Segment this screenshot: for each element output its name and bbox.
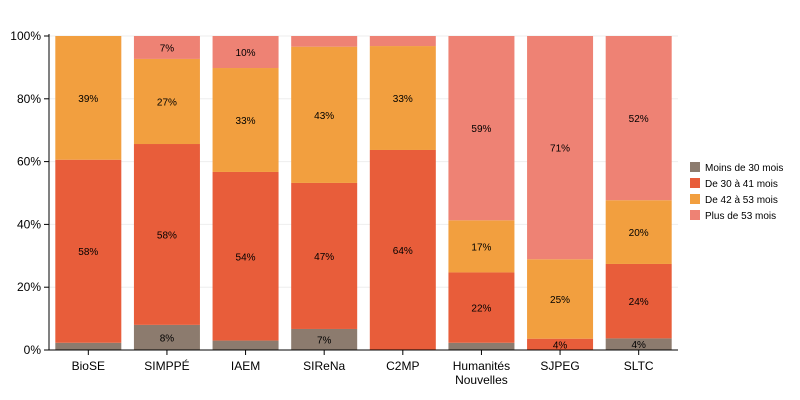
data-label: 8% — [160, 333, 175, 344]
y-tick-label: 100% — [10, 29, 41, 43]
bar-segment — [605, 263, 672, 339]
bar-segment — [55, 342, 122, 350]
data-label: 24% — [629, 297, 649, 308]
data-label: 33% — [236, 116, 256, 127]
bar-segment — [133, 324, 200, 350]
data-label: 7% — [317, 335, 332, 346]
data-label: 25% — [550, 295, 570, 306]
legend-label: De 30 à 41 mois — [705, 179, 778, 190]
bar-segment — [605, 338, 672, 350]
bar-segment — [527, 338, 594, 350]
bar-segment — [212, 340, 279, 350]
data-label: 17% — [471, 242, 491, 253]
data-label: 71% — [550, 144, 570, 155]
bar-segment — [448, 342, 515, 350]
bar-segment — [291, 46, 358, 183]
data-label: 54% — [236, 252, 256, 263]
axes: 0% 20% 40% 60% 80% 100% BioSE SIMPPÉ IAEM SIReNa C… — [10, 29, 678, 387]
y-tick-label: 20% — [17, 280, 41, 294]
data-label: 39% — [78, 94, 98, 105]
bar-segment — [527, 36, 594, 260]
bar-segment — [369, 36, 436, 47]
data-label: 33% — [393, 94, 413, 105]
data-label: 58% — [157, 230, 177, 241]
x-tick-label: IAEM — [231, 359, 260, 373]
legend-label: Plus de 53 mois — [705, 211, 776, 222]
bar-segment — [212, 36, 279, 69]
legend-swatch — [690, 178, 700, 188]
data-label: 4% — [631, 340, 646, 351]
y-tick-label: 60% — [17, 155, 41, 169]
bar-segment — [212, 171, 279, 341]
bar-segment — [55, 36, 122, 160]
data-label: 43% — [314, 111, 334, 122]
bar-segment — [291, 328, 358, 350]
y-tick-label: 0% — [24, 343, 42, 357]
data-label: 52% — [629, 114, 649, 125]
data-label: 47% — [314, 252, 334, 263]
bar-segment — [369, 149, 436, 350]
x-tick-label: SJPEG — [540, 359, 579, 373]
bar-segment — [212, 68, 279, 172]
x-tick-label: BioSE — [72, 359, 105, 373]
bar-segment — [291, 36, 358, 47]
data-label: 10% — [236, 48, 256, 59]
legend-swatch — [690, 194, 700, 204]
x-tick-label: C2MP — [386, 359, 419, 373]
bar-segment — [605, 200, 672, 264]
bar-segment — [55, 159, 122, 343]
legend-swatch — [690, 162, 700, 172]
bar-segment — [133, 36, 200, 59]
data-label: 64% — [393, 246, 413, 257]
data-label: 7% — [160, 43, 175, 54]
data-label: 58% — [78, 247, 98, 258]
data-label: 27% — [157, 97, 177, 108]
x-tick-label: SIReNa — [303, 359, 345, 373]
y-tick-label: 40% — [17, 217, 41, 231]
legend-label: De 42 à 53 mois — [705, 195, 778, 206]
legend: Moins de 30 mois De 30 à 41 mois De 42 à 5… — [690, 162, 783, 222]
data-label: 59% — [471, 124, 491, 135]
x-tick-label: SLTC — [624, 359, 654, 373]
y-tick-label: 80% — [17, 92, 41, 106]
bars: 58% 39% 8% 58% 27% 7% 54% 33% 10% 7% 47% 43% 64% 33% 2… — [55, 36, 672, 351]
bar-segment — [448, 220, 515, 273]
bar-segment — [369, 46, 436, 150]
legend-label: Moins de 30 mois — [705, 163, 783, 174]
bar-segment — [133, 144, 200, 325]
bar-segment — [133, 58, 200, 145]
bar-segment — [605, 36, 672, 201]
bar-segment — [291, 182, 358, 329]
x-tick-label: SIMPPÉ — [144, 358, 189, 373]
legend-swatch — [690, 210, 700, 220]
bar-segment — [448, 36, 515, 221]
x-tick-label: Humanités Nouvelles — [453, 359, 510, 387]
bar-segment — [448, 272, 515, 343]
data-label: 22% — [471, 304, 491, 315]
data-label: 4% — [553, 340, 568, 351]
data-label: 20% — [629, 228, 649, 239]
bar-segment — [527, 259, 594, 339]
